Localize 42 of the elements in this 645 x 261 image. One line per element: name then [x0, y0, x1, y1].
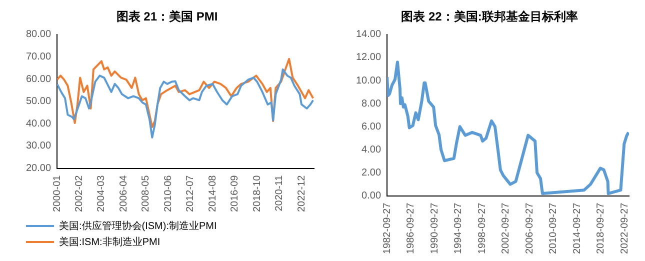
x-tick-label: 1990-09-27: [429, 202, 440, 254]
y-tick-label: 14.00: [356, 29, 382, 40]
y-tick-label: 0.00: [362, 190, 382, 202]
y-tick-label: 2.00: [362, 168, 382, 179]
x-tick-label: 2004-03: [96, 174, 108, 212]
x-tick-label: 2016-09: [230, 174, 241, 212]
legend-label: 美国:供应管理协会(ISM):制造业PMI: [59, 220, 217, 232]
y-tick-label: 6.00: [362, 121, 382, 132]
x-tick-label: 2006-04: [118, 174, 130, 212]
y-tick-label: 8.00: [362, 98, 382, 110]
x-tick-label: 2014-09-27: [572, 202, 583, 254]
y-tick-label: 50.00: [26, 96, 52, 108]
x-tick-label: 2010-09-27: [548, 202, 560, 254]
chart-title: 图表 22：美国:联邦基金目标利率: [401, 10, 578, 24]
x-tick-label: 2010-06: [162, 174, 174, 212]
x-tick-label: 2014-08: [207, 174, 218, 212]
x-tick-label: 2022-12: [296, 174, 308, 212]
x-tick-label: 1982-09-27: [382, 202, 393, 254]
x-tick-label: 2018-09-27: [596, 202, 607, 254]
y-tick-label: 40.00: [26, 118, 52, 130]
y-tick-label: 70.00: [26, 51, 52, 62]
legend-label: 美国:ISM:非制造业PMI: [59, 236, 160, 248]
y-tick-label: 12.00: [356, 52, 382, 64]
x-tick-label: 1986-09-27: [406, 202, 417, 254]
x-tick-label: 2020-11: [274, 174, 286, 212]
x-tick-label: 2012-07: [185, 174, 196, 212]
x-tick-label: 2022-09-27: [619, 202, 630, 254]
x-tick-label: 2002-09-27: [500, 202, 512, 254]
x-tick-label: 2006-09-27: [524, 202, 536, 254]
x-tick-label: 1998-09-27: [476, 202, 488, 254]
y-tick-label: 10.00: [356, 75, 382, 86]
x-tick-label: 2018-10: [252, 174, 263, 212]
x-tick-label: 1994-09-27: [453, 202, 464, 254]
x-tick-label: 2002-02: [74, 174, 86, 212]
y-tick-label: 4.00: [362, 144, 382, 156]
x-tick-label: 2000-01: [52, 174, 63, 212]
chart-title: 图表 21：美国 PMI: [116, 10, 218, 24]
y-tick-label: 60.00: [26, 74, 52, 85]
y-tick-label: 30.00: [26, 140, 52, 152]
y-tick-label: 80.00: [26, 29, 52, 40]
x-tick-label: 2008-05: [140, 174, 152, 212]
y-tick-label: 20.00: [26, 163, 52, 174]
